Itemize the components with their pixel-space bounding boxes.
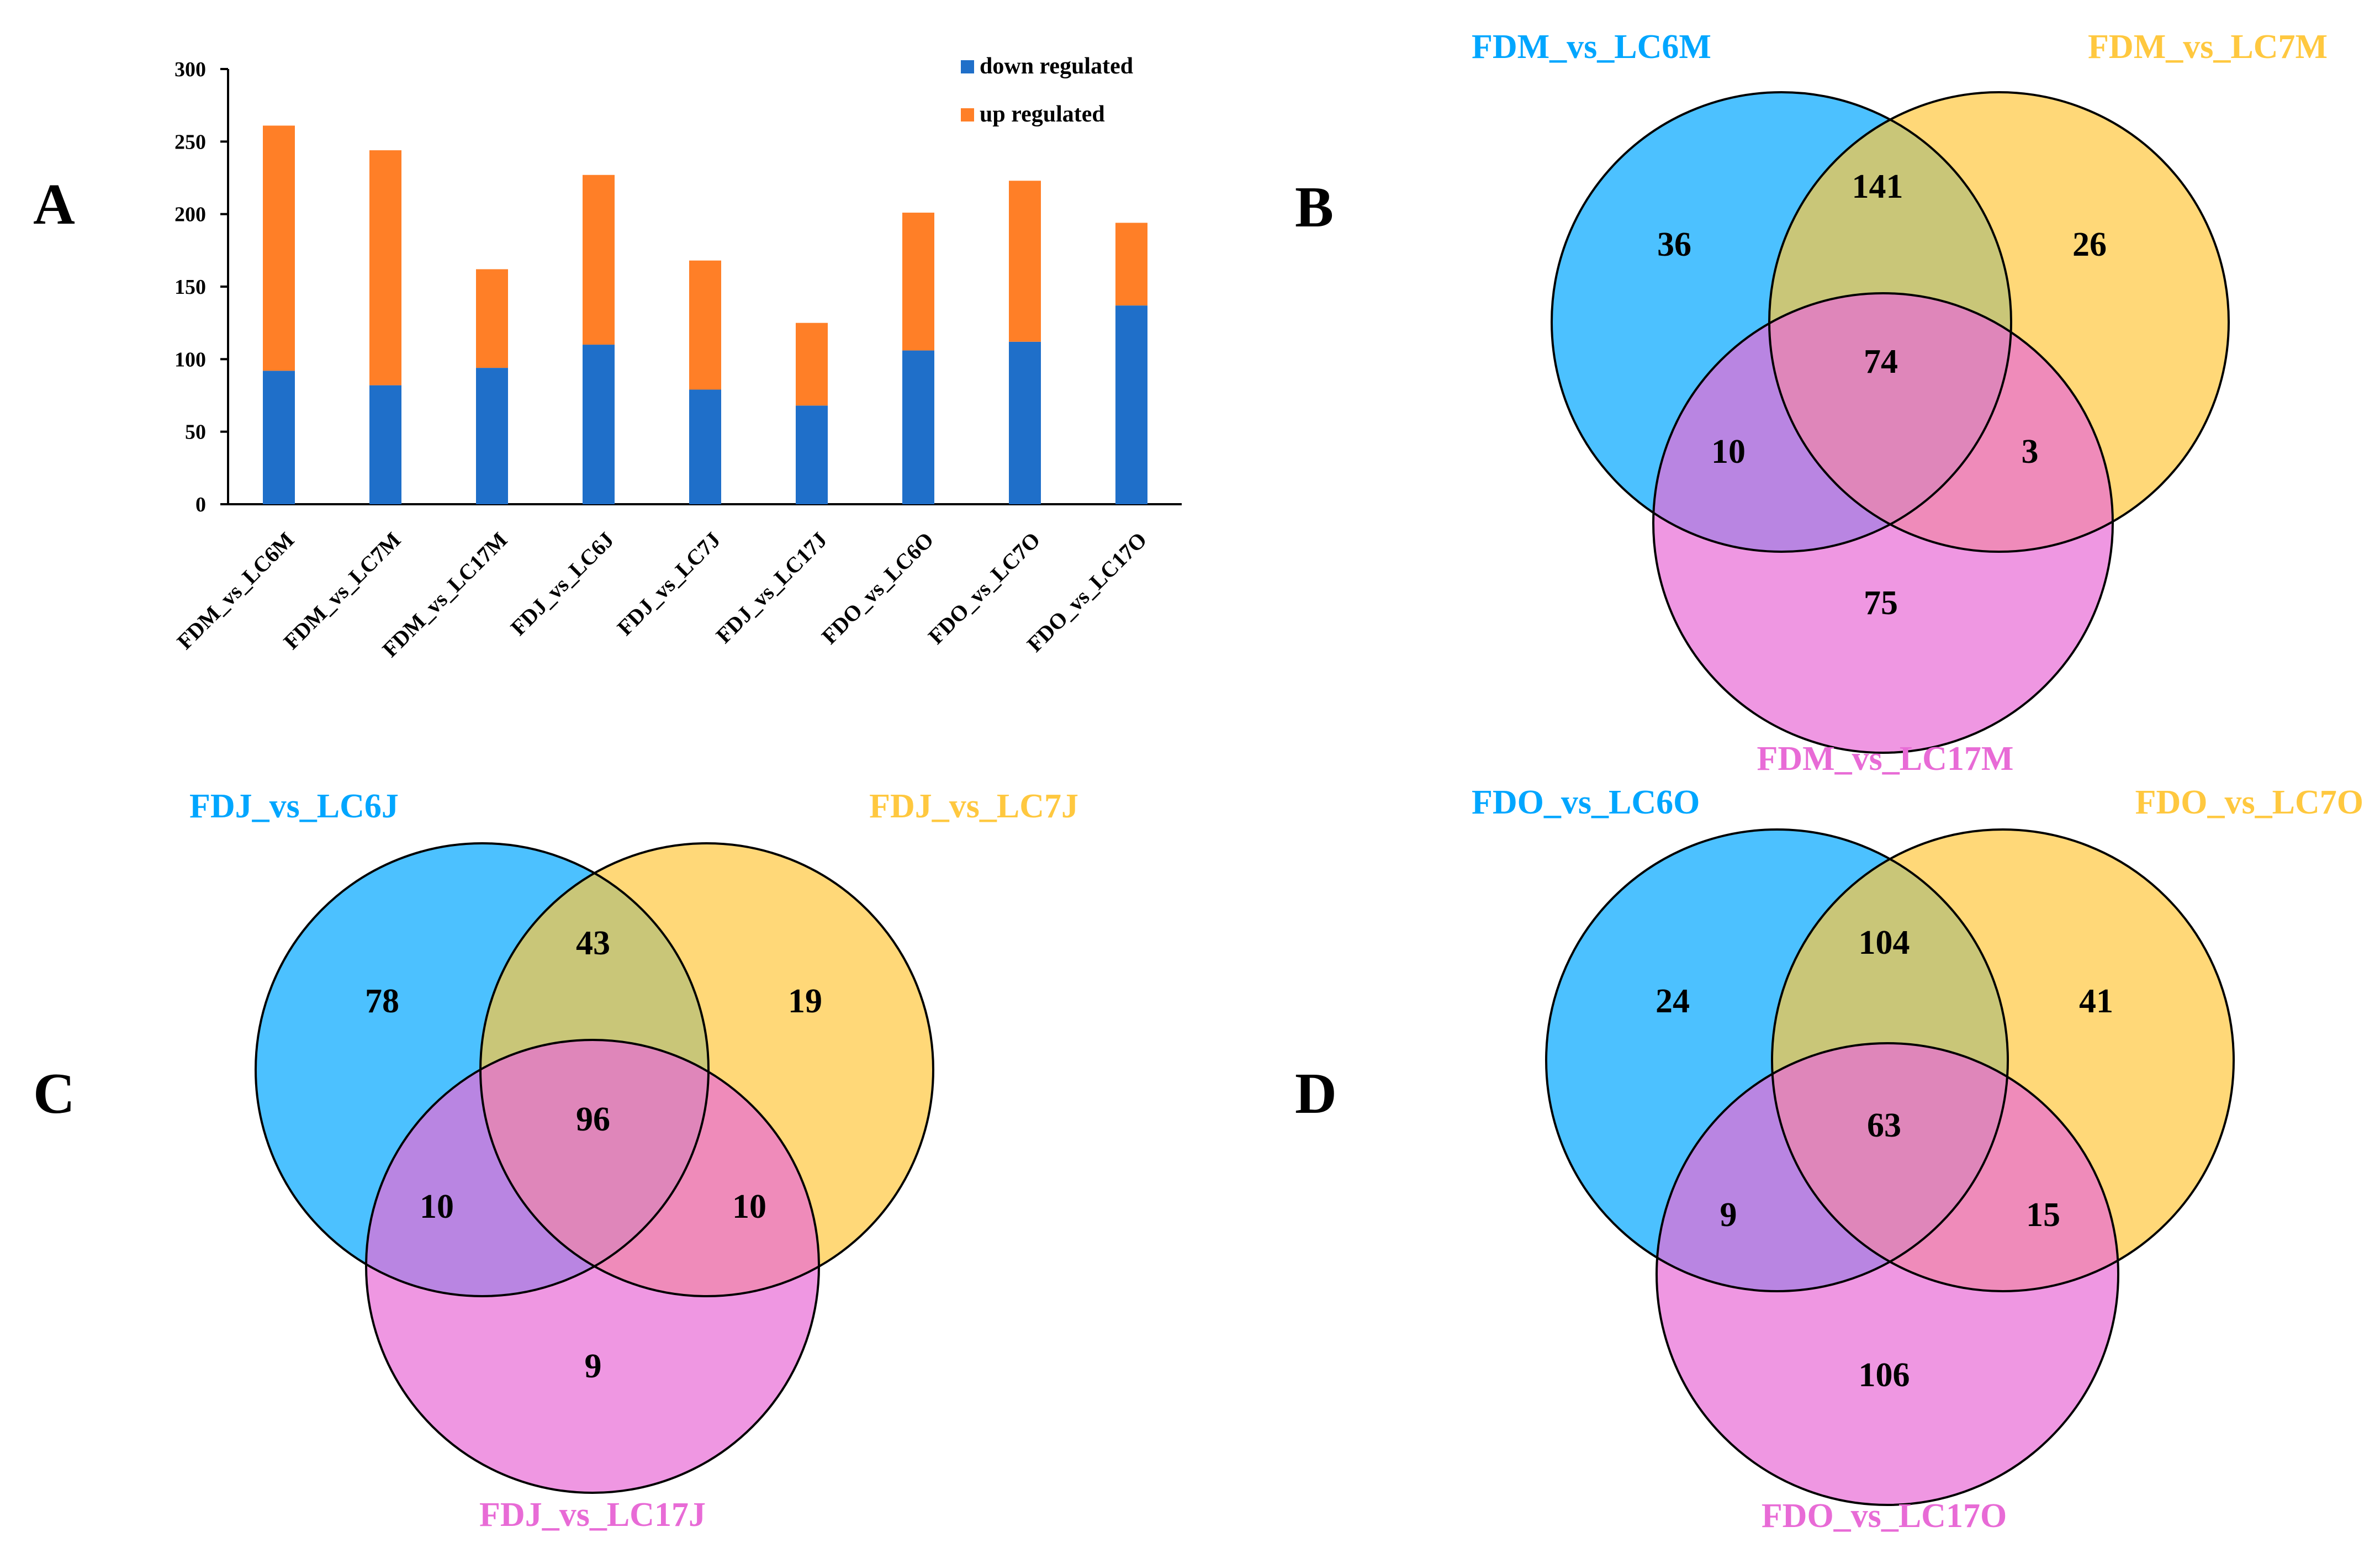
y-tick-label: 250	[174, 130, 206, 154]
legend-label: up regulated	[980, 102, 1105, 127]
x-axis-categories: FDM_vs_LC6MFDM_vs_LC7MFDM_vs_LC17MFDJ_vs…	[172, 527, 1152, 662]
y-tick-label: 200	[174, 203, 206, 226]
legend-swatch	[961, 108, 974, 121]
bar-down-regulated	[369, 385, 401, 504]
venn-set-title-a: FDO_vs_LC6O	[1472, 784, 1700, 821]
venn-circle-b-outline	[1768, 91, 2230, 553]
venn-circle-c-outline	[1656, 1042, 2119, 1506]
venn-count-a-c: 9	[1720, 1196, 1737, 1234]
venn-count-only-a: 36	[1657, 226, 1691, 263]
venn-set-title-a: FDJ_vs_LC6J	[189, 788, 399, 825]
venn-count-only-b: 41	[2079, 982, 2113, 1020]
panel-label-b: B	[1295, 175, 1334, 239]
bar-down-regulated	[1115, 305, 1147, 504]
venn-set-title-b: FDM_vs_LC7M	[2088, 28, 2328, 66]
venn-circle-a-outline	[1551, 91, 2012, 553]
bar-down-regulated	[902, 350, 934, 504]
legend-swatch	[961, 60, 974, 73]
y-tick-label: 150	[174, 276, 206, 299]
x-category-label: FDO_vs_LC7O	[923, 527, 1045, 649]
bar-up-regulated	[1009, 181, 1041, 342]
venn-diagram-d: 24 104 41 63 9 15 106 FDO_vs_LC6O FDO_vs_LC7O FDO…	[1472, 784, 2363, 1535]
venn-count-a-c: 10	[1711, 433, 1746, 471]
x-category-label: FDJ_vs_LC7J	[612, 527, 726, 641]
bar-up-regulated	[902, 213, 934, 351]
venn-circle-c	[1653, 293, 2113, 753]
x-category-label: FDJ_vs_LC6J	[506, 527, 619, 641]
bar-up-regulated	[1115, 223, 1147, 306]
venn-circle-c-outline	[1652, 292, 2114, 754]
bar-down-regulated	[263, 371, 295, 504]
bar-up-regulated	[476, 269, 508, 368]
x-category-label: FDO_vs_LC6O	[817, 527, 938, 649]
legend-label: down regulated	[980, 54, 1133, 79]
bar-down-regulated	[476, 368, 508, 504]
bar-down-regulated	[1009, 341, 1041, 504]
legend: down regulated up regulated	[961, 54, 1133, 127]
venn-count-b-c: 10	[732, 1188, 766, 1225]
venn-count-only-a: 24	[1656, 982, 1690, 1020]
venn-count-a-b: 43	[576, 924, 610, 962]
bar-marks	[263, 125, 1147, 504]
venn-count-a-b-c: 74	[1864, 343, 1898, 381]
bar-up-regulated	[263, 125, 295, 371]
panel-label-c: C	[33, 1061, 75, 1126]
venn-count-only-c: 75	[1864, 584, 1898, 622]
bar-up-regulated	[689, 260, 721, 390]
venn-count-b-c: 3	[2022, 433, 2039, 471]
panel-label-d: D	[1295, 1061, 1337, 1126]
venn-count-only-c: 9	[585, 1348, 602, 1385]
venn-diagram-b: 36 141 26 74 10 3 75 FDM_vs_LC6M FDM_vs_LC7M FDM_…	[1472, 28, 2328, 778]
y-tick-label: 0	[195, 493, 206, 516]
y-axis-ticks: 0 50 100 150 200 250 300	[174, 58, 228, 516]
venn-set-title-b: FDO_vs_LC7O	[2135, 784, 2363, 821]
y-tick-label: 50	[185, 421, 206, 444]
bar-chart: 0 50 100 150 200 250 300 FDM_vs_LC6MFDM_vs_LC7…	[172, 54, 1182, 662]
venn-circle-c-outline	[365, 1039, 820, 1494]
venn-count-only-c: 106	[1859, 1356, 1910, 1394]
bar-down-regulated	[689, 389, 721, 504]
bar-up-regulated	[583, 175, 615, 345]
panel-label-a: A	[33, 172, 75, 236]
venn-circle-a-outline	[1545, 828, 2009, 1292]
venn-count-only-a: 78	[365, 982, 399, 1020]
bar-down-regulated	[583, 345, 615, 504]
venn-count-only-b: 19	[788, 982, 822, 1020]
venn-count-a-b: 104	[1859, 924, 1910, 961]
venn-count-only-b: 26	[2072, 226, 2107, 263]
venn-circle-b-outline	[1771, 828, 2235, 1292]
venn-circle-a-outline	[255, 842, 710, 1297]
venn-count-a-b-c: 63	[1867, 1107, 1901, 1144]
x-category-label: FDJ_vs_LC17J	[711, 527, 832, 648]
venn-set-title-a: FDM_vs_LC6M	[1472, 28, 1711, 66]
venn-count-a-b-c: 96	[576, 1101, 610, 1138]
bar-down-regulated	[796, 405, 828, 504]
bar-up-regulated	[369, 150, 401, 385]
venn-set-title-c: FDJ_vs_LC17J	[479, 1496, 706, 1534]
venn-diagram-c: 78 43 19 96 10 10 9 FDJ_vs_LC6J FDJ_vs_LC7J FDJ_v…	[189, 788, 1078, 1534]
venn-count-a-c: 10	[420, 1188, 454, 1225]
venn-circle-c	[1657, 1043, 2118, 1505]
y-tick-label: 300	[174, 58, 206, 81]
venn-set-title-c: FDO_vs_LC17O	[1762, 1497, 2007, 1535]
venn-count-a-b: 141	[1852, 168, 1903, 205]
y-tick-label: 100	[174, 348, 206, 371]
bar-up-regulated	[796, 323, 828, 406]
venn-count-b-c: 15	[2026, 1196, 2060, 1234]
venn-set-title-c: FDM_vs_LC17M	[1757, 740, 2014, 778]
venn-set-title-b: FDJ_vs_LC7J	[869, 788, 1078, 825]
